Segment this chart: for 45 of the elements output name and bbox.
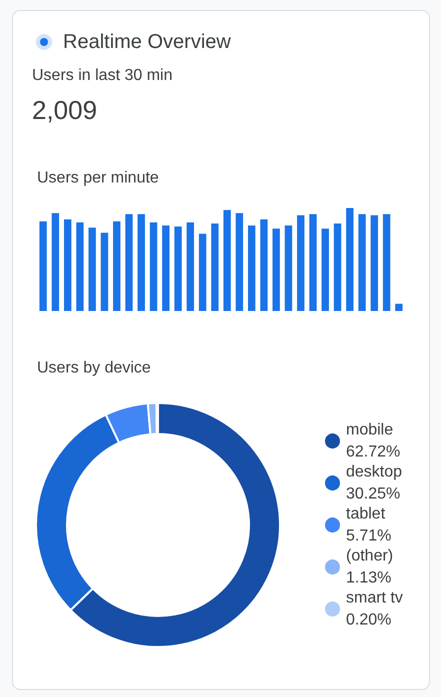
chart-title: Users per minute [37,170,159,186]
data-label: 5.71% [346,528,392,544]
bar [39,221,47,311]
bar [346,208,354,311]
bar [186,222,194,311]
bar [334,223,342,311]
bar [76,222,84,311]
bar [125,214,133,311]
text: Users in last 30 min [32,66,172,86]
bar [358,214,366,311]
bar [64,219,72,311]
text: Realtime Overview [63,30,231,54]
legend-label: (other) [346,548,394,564]
bar [88,228,96,311]
legend-label: smart tv [346,590,403,606]
legend-label: desktop [346,464,402,480]
bar [370,215,378,311]
bar [198,234,206,311]
bar [260,219,268,311]
bar [150,222,158,311]
bar [100,232,108,311]
bar [309,214,317,311]
bar [297,215,304,311]
data-label: 30.25% [346,486,400,502]
text: 2,009 [32,94,98,126]
bar [174,226,182,311]
bar [113,221,120,311]
data-label: 62.72% [346,444,400,460]
bar [52,213,60,311]
data-label: 1.13% [346,570,392,586]
bar [322,228,329,311]
legend-label: tablet [346,506,386,522]
bar [272,228,280,311]
bar [395,304,403,311]
bar [248,226,256,311]
bar [236,213,244,311]
bar [211,223,219,311]
chart-title: Users by device [37,360,151,376]
data-label: 0.20% [346,612,392,628]
legend-label: mobile [346,422,394,438]
bar [223,210,231,311]
bar [382,214,390,311]
bar [162,226,170,311]
bar [284,226,292,311]
bar [138,214,145,311]
